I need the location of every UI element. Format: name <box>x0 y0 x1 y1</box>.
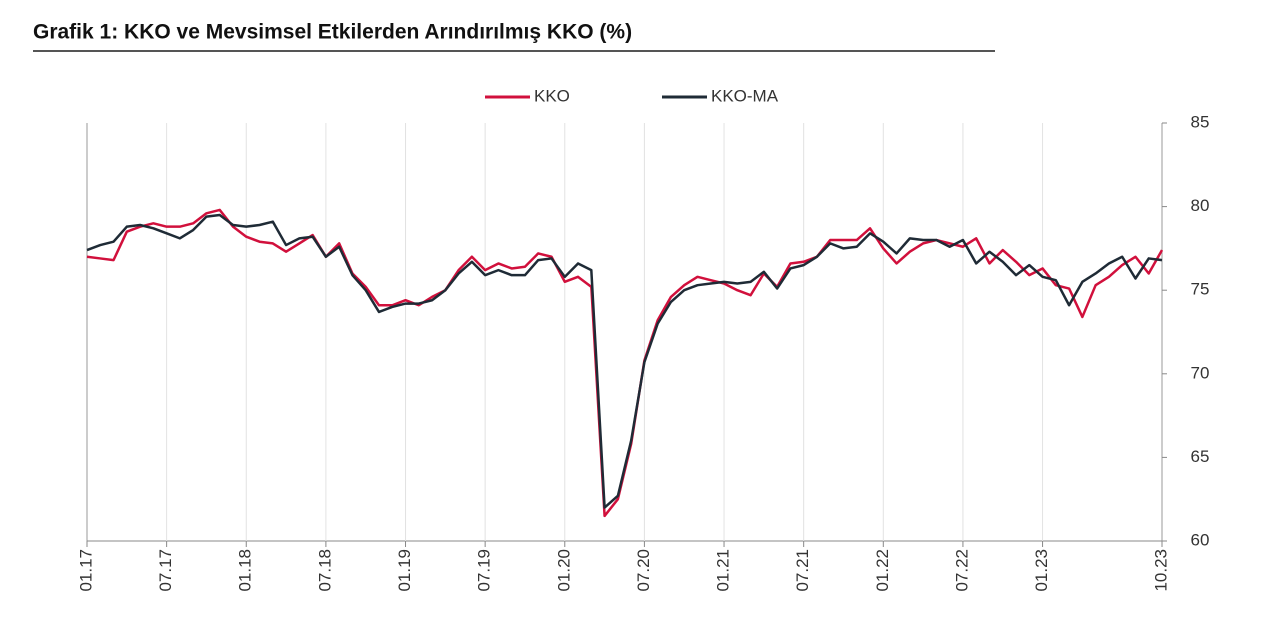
x-tick-label: 10.23 <box>1151 549 1170 592</box>
chart-title: Grafik 1: KKO ve Mevsimsel Etkilerden Ar… <box>33 21 632 44</box>
x-tick-label: 01.21 <box>714 549 733 592</box>
x-tick-label: 07.18 <box>315 549 334 592</box>
x-tick-label: 01.19 <box>395 549 414 592</box>
y-tick-label: 60 <box>1191 530 1210 549</box>
x-tick-label: 07.21 <box>793 549 812 592</box>
x-tick-label: 07.17 <box>156 549 175 592</box>
x-tick-label: 01.20 <box>554 549 573 592</box>
y-tick-label: 70 <box>1191 363 1210 382</box>
x-tick-label: 07.22 <box>952 549 971 592</box>
x-tick-label: 07.19 <box>475 549 494 592</box>
legend-label: KKO-MA <box>711 86 779 105</box>
y-tick-label: 85 <box>1191 112 1210 131</box>
y-tick-label: 65 <box>1191 447 1210 466</box>
x-tick-label: 01.18 <box>236 549 255 592</box>
x-tick-label: 01.23 <box>1032 549 1051 592</box>
y-tick-label: 75 <box>1191 280 1210 299</box>
y-tick-label: 80 <box>1191 196 1210 215</box>
series-line <box>86 213 1163 509</box>
legend-label: KKO <box>534 86 570 105</box>
x-tick-label: 01.17 <box>76 549 95 592</box>
x-tick-label: 01.22 <box>873 549 892 592</box>
x-tick-label: 07.20 <box>634 549 653 592</box>
